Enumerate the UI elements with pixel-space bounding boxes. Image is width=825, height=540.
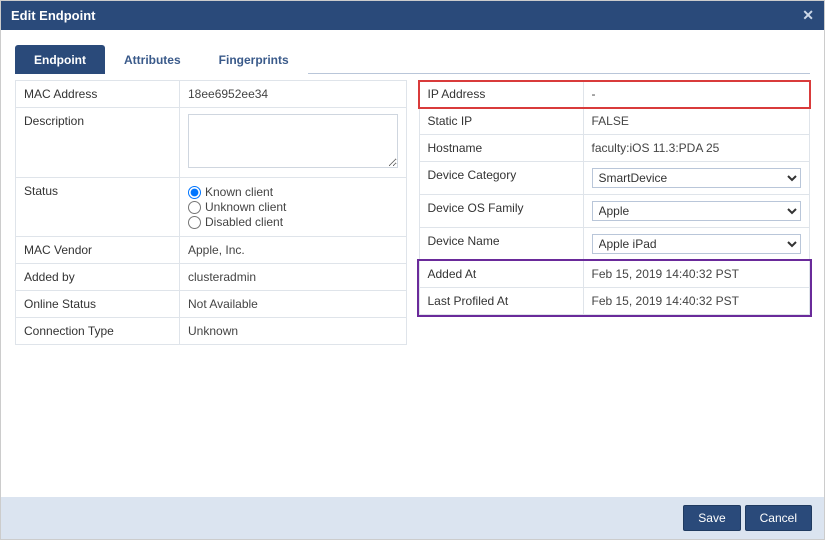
- ip-value: -: [583, 81, 810, 108]
- tab-label: Fingerprints: [219, 53, 289, 67]
- description-label: Description: [16, 108, 180, 178]
- dialog-footer: Save Cancel: [1, 497, 824, 539]
- left-form-table: MAC Address 18ee6952ee34 Description Sta…: [15, 80, 407, 345]
- added-at-label: Added At: [419, 261, 583, 288]
- save-button[interactable]: Save: [683, 505, 740, 531]
- connection-type-label: Connection Type: [16, 318, 180, 345]
- left-column: MAC Address 18ee6952ee34 Description Sta…: [15, 80, 407, 345]
- form-panel: MAC Address 18ee6952ee34 Description Sta…: [15, 80, 810, 345]
- close-icon[interactable]: ✕: [802, 7, 814, 24]
- device-name-cell: Apple iPad: [583, 228, 810, 261]
- status-disabled-radio[interactable]: [188, 216, 201, 229]
- static-ip-value: FALSE: [583, 108, 810, 135]
- dialog-content: Endpoint Attributes Fingerprints MAC Add…: [1, 30, 824, 345]
- device-name-label: Device Name: [419, 228, 583, 261]
- status-disabled-label: Disabled client: [205, 215, 283, 229]
- device-name-select[interactable]: Apple iPad: [592, 234, 802, 254]
- tab-endpoint[interactable]: Endpoint: [15, 45, 105, 74]
- mac-vendor-label: MAC Vendor: [16, 237, 180, 264]
- status-known-row[interactable]: Known client: [188, 185, 398, 199]
- status-unknown-label: Unknown client: [205, 200, 286, 214]
- added-by-value: clusteradmin: [180, 264, 407, 291]
- status-unknown-row[interactable]: Unknown client: [188, 200, 398, 214]
- row-description: Description: [16, 108, 407, 178]
- status-known-radio[interactable]: [188, 186, 201, 199]
- added-at-value: Feb 15, 2019 14:40:32 PST: [583, 261, 810, 288]
- description-cell: [180, 108, 407, 178]
- row-device-category: Device Category SmartDevice: [419, 162, 810, 195]
- dialog-titlebar: Edit Endpoint ✕: [1, 1, 824, 30]
- tab-bar: Endpoint Attributes Fingerprints: [15, 44, 810, 74]
- mac-label: MAC Address: [16, 81, 180, 108]
- row-device-os: Device OS Family Apple: [419, 195, 810, 228]
- tab-label: Attributes: [124, 53, 181, 67]
- right-form-table: IP Address - Static IP FALSE Hostname fa…: [419, 80, 811, 315]
- row-online-status: Online Status Not Available: [16, 291, 407, 318]
- dialog-title: Edit Endpoint: [11, 8, 95, 23]
- status-cell: Known client Unknown client Disabled cli…: [180, 178, 407, 237]
- row-mac-vendor: MAC Vendor Apple, Inc.: [16, 237, 407, 264]
- hostname-value: faculty:iOS 11.3:PDA 25: [583, 135, 810, 162]
- device-category-label: Device Category: [419, 162, 583, 195]
- row-hostname: Hostname faculty:iOS 11.3:PDA 25: [419, 135, 810, 162]
- description-input[interactable]: [188, 114, 398, 168]
- hostname-label: Hostname: [419, 135, 583, 162]
- device-os-select[interactable]: Apple: [592, 201, 802, 221]
- device-os-cell: Apple: [583, 195, 810, 228]
- row-device-name: Device Name Apple iPad: [419, 228, 810, 261]
- tab-fingerprints[interactable]: Fingerprints: [200, 45, 308, 74]
- mac-value: 18ee6952ee34: [180, 81, 407, 108]
- static-ip-label: Static IP: [419, 108, 583, 135]
- last-profiled-value: Feb 15, 2019 14:40:32 PST: [583, 288, 810, 315]
- cancel-button[interactable]: Cancel: [745, 505, 812, 531]
- device-os-label: Device OS Family: [419, 195, 583, 228]
- online-status-label: Online Status: [16, 291, 180, 318]
- row-added-by: Added by clusteradmin: [16, 264, 407, 291]
- last-profiled-label: Last Profiled At: [419, 288, 583, 315]
- mac-vendor-value: Apple, Inc.: [180, 237, 407, 264]
- device-category-select[interactable]: SmartDevice: [592, 168, 802, 188]
- row-connection-type: Connection Type Unknown: [16, 318, 407, 345]
- edit-endpoint-dialog: Edit Endpoint ✕ Endpoint Attributes Fing…: [0, 0, 825, 540]
- tab-attributes[interactable]: Attributes: [105, 45, 200, 74]
- row-added-at: Added At Feb 15, 2019 14:40:32 PST: [419, 261, 810, 288]
- added-by-label: Added by: [16, 264, 180, 291]
- online-status-value: Not Available: [180, 291, 407, 318]
- status-known-label: Known client: [205, 185, 273, 199]
- row-last-profiled: Last Profiled At Feb 15, 2019 14:40:32 P…: [419, 288, 810, 315]
- row-status: Status Known client Unknown client: [16, 178, 407, 237]
- status-label: Status: [16, 178, 180, 237]
- device-category-cell: SmartDevice: [583, 162, 810, 195]
- connection-type-value: Unknown: [180, 318, 407, 345]
- row-mac: MAC Address 18ee6952ee34: [16, 81, 407, 108]
- status-disabled-row[interactable]: Disabled client: [188, 215, 398, 229]
- ip-label: IP Address: [419, 81, 583, 108]
- status-unknown-radio[interactable]: [188, 201, 201, 214]
- right-column: IP Address - Static IP FALSE Hostname fa…: [419, 80, 811, 315]
- row-static-ip: Static IP FALSE: [419, 108, 810, 135]
- row-ip: IP Address -: [419, 81, 810, 108]
- tab-label: Endpoint: [34, 53, 86, 67]
